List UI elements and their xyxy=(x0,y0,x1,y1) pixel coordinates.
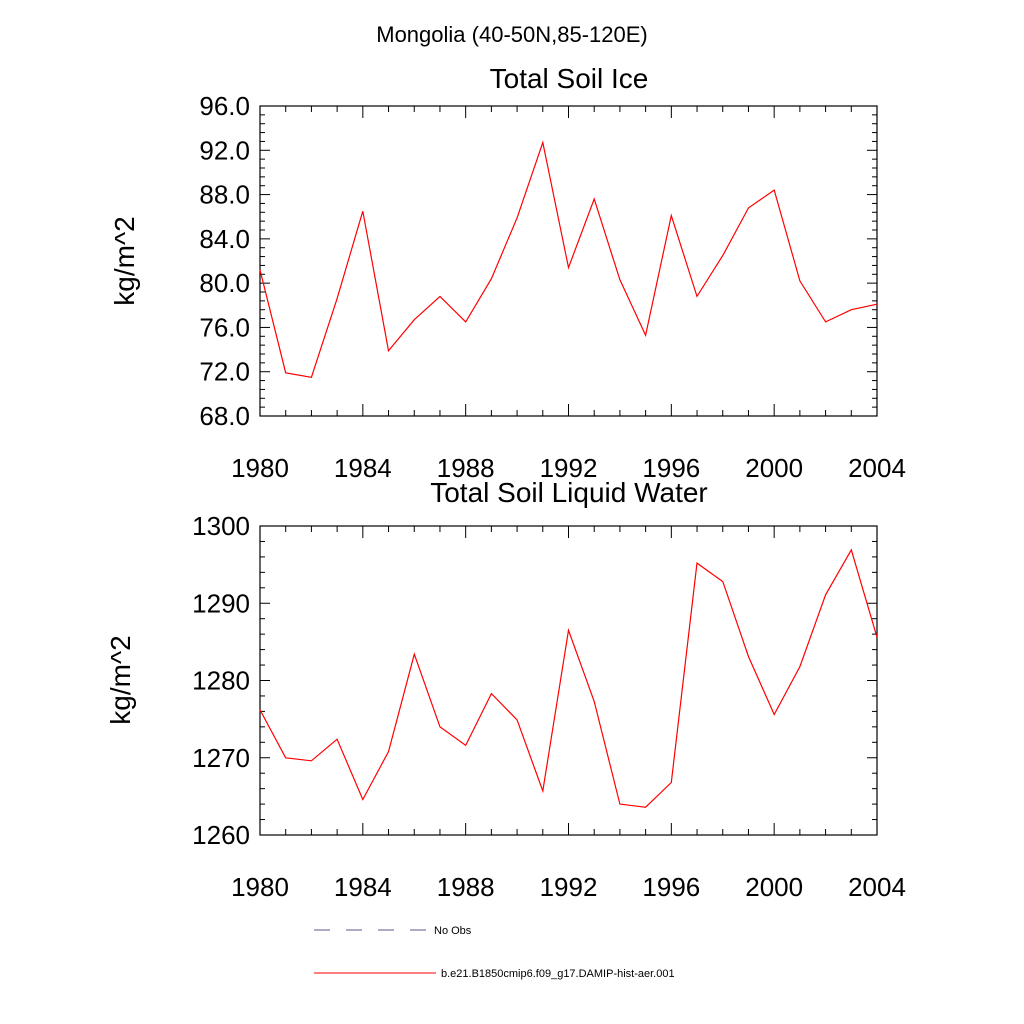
y-tick-label: 84.0 xyxy=(199,224,250,254)
x-tick-label: 1992 xyxy=(540,872,598,902)
y-axis-ticks: 68.0 72.0 76.0 80.0 84.0 88.0 92.0 96.0 xyxy=(199,91,877,431)
data-series xyxy=(259,548,878,808)
y-axis-label: kg/m^2 xyxy=(109,216,140,305)
x-tick-label: 1984 xyxy=(334,872,392,902)
x-tick-label: 2004 xyxy=(848,872,906,902)
plot-frame xyxy=(259,525,878,836)
y-tick-label: 96.0 xyxy=(199,91,250,121)
x-tick-label: 1988 xyxy=(437,872,495,902)
x-axis-ticks: 1980 1984 1988 1992 1996 2000 2004 xyxy=(231,526,906,902)
y-tick-label: 1280 xyxy=(192,666,250,696)
y-axis-ticks: 1260 1270 1280 1290 1300 xyxy=(192,511,877,850)
y-tick-label: 1270 xyxy=(192,743,250,773)
panel-total-soil-liquid-water: Total Soil Liquid Water kg/m^2 126012701… xyxy=(105,477,906,902)
x-tick-label: 2000 xyxy=(745,453,803,483)
series-line xyxy=(259,548,878,808)
y-tick-label: 88.0 xyxy=(199,180,250,210)
data-series xyxy=(259,140,878,378)
series-line xyxy=(259,140,878,378)
x-tick-label: 1984 xyxy=(334,453,392,483)
x-tick-label: 2004 xyxy=(848,453,906,483)
y-tick-label: 1260 xyxy=(192,820,250,850)
panel-total-soil-ice: Total Soil Ice kg/m^2 68.0 72.0 76.0 80.0 84… xyxy=(109,63,906,483)
y-tick-label: 68.0 xyxy=(199,401,250,431)
y-tick-label: 80.0 xyxy=(199,268,250,298)
y-axis-label: kg/m^2 xyxy=(105,635,136,724)
y-tick-label: 92.0 xyxy=(199,135,250,165)
y-tick-label: 1290 xyxy=(192,588,250,618)
panel-title: Total Soil Liquid Water xyxy=(430,477,708,508)
legend-label-no-obs: No Obs xyxy=(434,925,472,937)
plot-frame xyxy=(259,105,878,417)
x-axis-ticks: 1980 1984 1988 1992 1996 2000 2004 xyxy=(231,106,906,483)
x-tick-label: 1992 xyxy=(540,453,598,483)
legend: No Obs b.e21.B1850cmip6.f09_g17.DAMIP-hi… xyxy=(314,925,675,980)
x-tick-label: 1996 xyxy=(642,453,700,483)
x-tick-label: 1980 xyxy=(231,453,289,483)
y-tick-label: 76.0 xyxy=(199,312,250,342)
x-tick-label: 2000 xyxy=(745,872,803,902)
legend-label-model-run: b.e21.B1850cmip6.f09_g17.DAMIP-hist-aer.… xyxy=(441,968,675,980)
x-tick-label: 1980 xyxy=(231,872,289,902)
x-tick-label: 1996 xyxy=(642,872,700,902)
y-tick-label: 72.0 xyxy=(199,357,250,387)
x-tick-label: 1988 xyxy=(437,453,495,483)
figure-title: Mongolia (40-50N,85-120E) xyxy=(376,22,648,47)
panel-title: Total Soil Ice xyxy=(490,63,649,94)
y-tick-label: 1300 xyxy=(192,511,250,541)
